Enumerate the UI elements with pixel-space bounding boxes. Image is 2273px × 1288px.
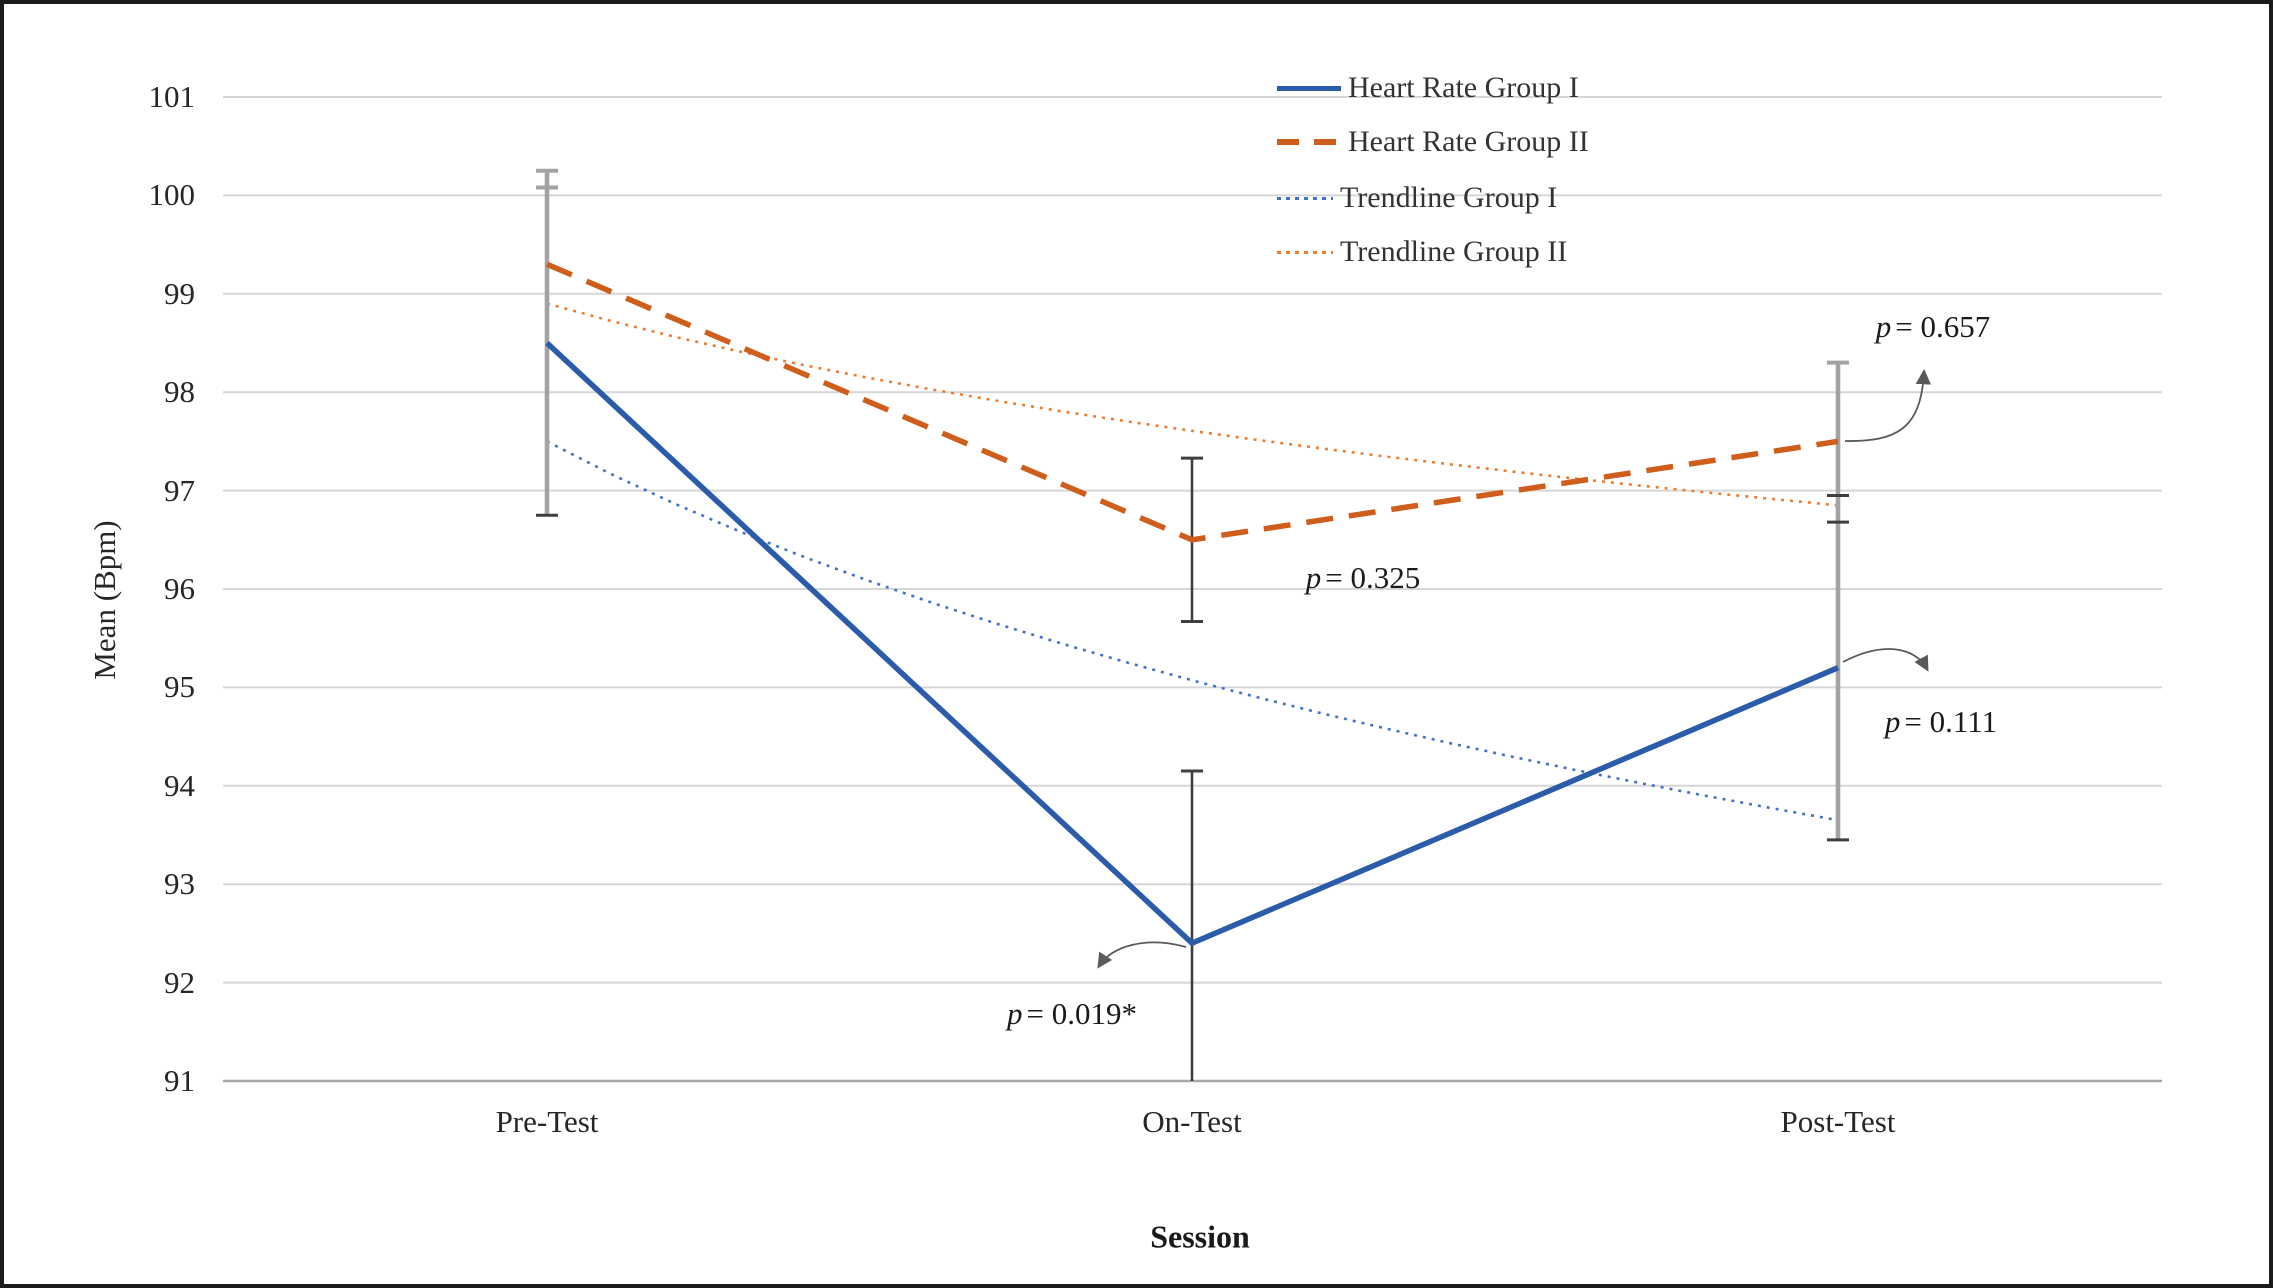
x-axis-category-label: Pre-Test xyxy=(495,1104,599,1139)
p-symbol: p xyxy=(1305,560,1322,595)
p-symbol: p xyxy=(1884,704,1901,739)
trendline-dotted xyxy=(546,302,1839,507)
y-axis-tick-label: 96 xyxy=(164,571,195,606)
annotation-p-value-on-test-group-1: p = 0.019* xyxy=(1007,996,1137,1032)
annotation-p-value-on-test-group-2: p = 0.325 xyxy=(1306,560,1420,596)
p-value-text: = 0.019* xyxy=(1026,996,1137,1031)
legend-item-trendline-group-2: Trendline Group II xyxy=(1277,232,1567,272)
legend-label: Heart Rate Group II xyxy=(1348,125,1589,158)
y-axis-tick-label: 94 xyxy=(164,767,195,803)
legend-line-sample-dotted-orange xyxy=(1277,250,1333,254)
annotation-arrow xyxy=(1097,941,1187,969)
legend-item-heart-rate-group-2: Heart Rate Group II xyxy=(1277,122,1589,162)
p-value-text: = 0.657 xyxy=(1895,309,1991,344)
series-line-dashed xyxy=(545,261,1839,543)
y-axis-tick-label: 93 xyxy=(164,866,195,902)
y-axis-tick-label: 91 xyxy=(164,1063,195,1098)
legend-label: Trendline Group I xyxy=(1340,181,1558,214)
x-axis-category-label: On-Test xyxy=(1142,1104,1242,1139)
annotation-arrow xyxy=(1842,648,1929,672)
annotation-p-value-post-test-group-2: p = 0.657 xyxy=(1876,309,1990,345)
annotation-arrow xyxy=(1844,368,1931,442)
p-symbol: p xyxy=(1875,309,1892,344)
error-bars xyxy=(536,168,1849,1081)
legend-item-trendline-group-1: Trendline Group I xyxy=(1277,178,1557,218)
legend-label: Heart Rate Group I xyxy=(1348,71,1579,104)
p-symbol: p xyxy=(1007,996,1023,1031)
series-lines xyxy=(545,261,1840,947)
series-line-solid xyxy=(545,340,1840,947)
y-axis-tick-label: 99 xyxy=(164,275,195,311)
y-axis-tick-label: 97 xyxy=(164,472,195,508)
y-axis-tick-label: 92 xyxy=(164,964,195,1000)
legend-line-sample-dotted-blue xyxy=(1277,196,1333,200)
y-axis-tick-label: 101 xyxy=(148,79,196,114)
legend-line-sample-dashed-orange xyxy=(1277,139,1341,145)
x-axis-title: Session xyxy=(1150,1218,1250,1255)
legend-label: Trendline Group II xyxy=(1340,235,1568,268)
y-axis-tick-label: 100 xyxy=(148,177,196,213)
y-axis-tick-label: 95 xyxy=(164,669,195,705)
p-value-text: = 0.111 xyxy=(1904,704,1998,739)
annotation-arrows xyxy=(1097,368,1931,969)
legend-line-sample-solid-blue xyxy=(1277,85,1341,91)
p-value-text: = 0.325 xyxy=(1325,560,1421,595)
y-axis-tick-label: 98 xyxy=(164,374,195,410)
legend-item-heart-rate-group-1: Heart Rate Group I xyxy=(1277,68,1579,108)
annotation-p-value-post-test-group-1: p = 0.111 xyxy=(1885,704,1997,740)
x-axis-category-label: Post-Test xyxy=(1780,1104,1896,1139)
